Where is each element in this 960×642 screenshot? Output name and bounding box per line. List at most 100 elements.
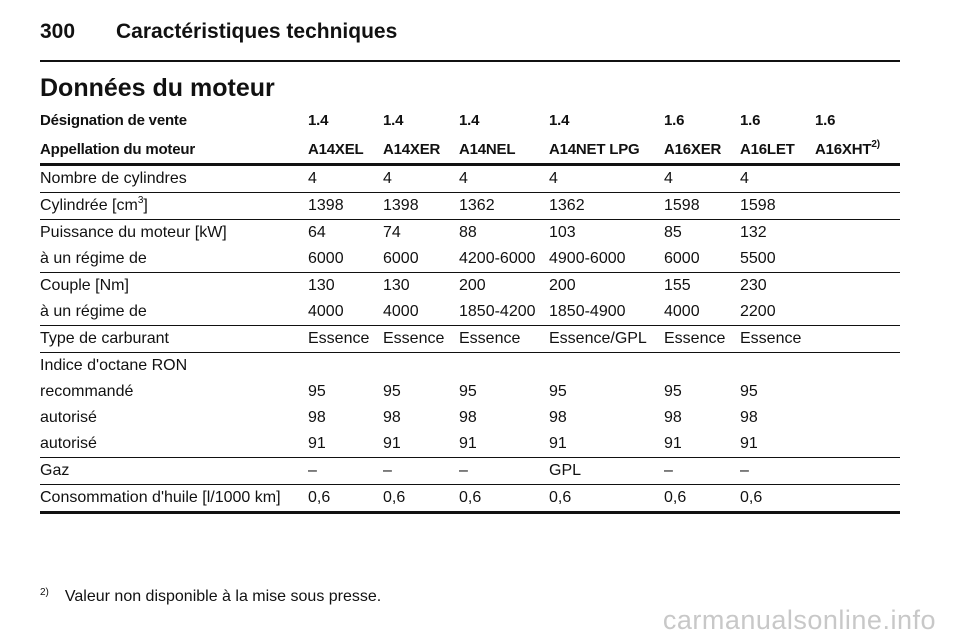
row-divider xyxy=(40,219,900,220)
table-cell: 0,6 xyxy=(549,489,572,506)
table-row: Type de carburant Essence Essence Essenc… xyxy=(40,326,900,352)
table-cell: 103 xyxy=(549,224,576,241)
table-cell: 98 xyxy=(740,409,758,426)
table-cell: 6000 xyxy=(664,250,700,267)
table-bottom-rule xyxy=(40,511,900,514)
table-cell: 98 xyxy=(664,409,682,426)
table-cell: 91 xyxy=(549,435,567,452)
row-divider xyxy=(40,325,900,326)
designation-cell: 1.4 xyxy=(308,112,329,129)
table-cell: 85 xyxy=(664,224,682,241)
table-cell: 1362 xyxy=(459,197,495,214)
engine-code-cell: A16LET xyxy=(740,141,795,158)
table-cell: Essence xyxy=(383,330,445,347)
table-cell: 6000 xyxy=(383,250,419,267)
table-cell: 4200-6000 xyxy=(459,250,536,267)
table-cell: 95 xyxy=(308,383,326,400)
engine-code-cell: A14NEL xyxy=(459,141,516,158)
table-cell: 130 xyxy=(308,277,335,294)
table-cell: – xyxy=(383,462,392,479)
table-cell: Essence xyxy=(308,330,370,347)
table-cell: 0,6 xyxy=(383,489,406,506)
row-divider xyxy=(40,272,900,273)
table-cell: 91 xyxy=(459,435,477,452)
superscript: 3 xyxy=(137,194,144,206)
table-cell: 1398 xyxy=(383,197,419,214)
engine-code-row: Appellation du moteur A14XEL A14XER A14N… xyxy=(40,137,900,163)
table-cell: 5500 xyxy=(740,250,776,267)
table-cell: 155 xyxy=(664,277,691,294)
footnote-mark: 2) xyxy=(40,587,49,598)
chapter-title: Caractéristiques techniques xyxy=(116,20,398,43)
table-cell: 4 xyxy=(383,170,392,187)
table-cell: 64 xyxy=(308,224,326,241)
table-row: Indice d'octane RON xyxy=(40,353,900,379)
table-cell: 0,6 xyxy=(308,489,331,506)
table-cell: 91 xyxy=(383,435,401,452)
table-cell: 1850-4900 xyxy=(549,303,626,320)
table-cell: 4 xyxy=(308,170,317,187)
designation-label: Désignation de vente xyxy=(40,112,187,129)
row-label: Cylindrée [cm3] xyxy=(40,193,148,219)
section-title: Données du moteur xyxy=(40,74,275,102)
label-text: Cylindrée [cm xyxy=(40,197,138,214)
table-cell: 4 xyxy=(549,170,558,187)
row-divider xyxy=(40,457,900,458)
engine-code-cell: A14XEL xyxy=(308,141,364,158)
row-divider xyxy=(40,484,900,485)
table-cell: 95 xyxy=(664,383,682,400)
table-cell: 1398 xyxy=(308,197,344,214)
table-cell: 1362 xyxy=(549,197,585,214)
table-cell: Essence/GPL xyxy=(549,330,647,347)
table-cell: 4000 xyxy=(383,303,419,320)
table-cell: 88 xyxy=(459,224,477,241)
table-cell: 95 xyxy=(459,383,477,400)
engine-data-table: Désignation de vente 1.4 1.4 1.4 1.4 1.6… xyxy=(40,108,900,514)
table-cell: 4 xyxy=(664,170,673,187)
table-cell: 95 xyxy=(383,383,401,400)
footnote-text: Valeur non disponible à la mise sous pre… xyxy=(64,588,382,605)
row-label: Puissance du moteur [kW] xyxy=(40,224,227,241)
table-row: Nombre de cylindres 4 4 4 4 4 4 xyxy=(40,166,900,192)
table-cell: Essence xyxy=(740,330,802,347)
label-text: ] xyxy=(143,197,148,214)
page-number: 300 xyxy=(40,20,76,43)
table-row: Couple [Nm] 130 130 200 200 155 230 xyxy=(40,273,900,299)
table-cell: Essence xyxy=(664,330,726,347)
table-cell: 98 xyxy=(383,409,401,426)
table-row: à un régime de 4000 4000 1850-4200 1850-… xyxy=(40,299,900,325)
designation-cell: 1.6 xyxy=(664,112,685,129)
table-cell: 1598 xyxy=(740,197,776,214)
designation-cell: 1.4 xyxy=(459,112,480,129)
designation-cell: 1.4 xyxy=(383,112,404,129)
row-divider xyxy=(40,352,900,353)
table-cell: 95 xyxy=(549,383,567,400)
table-cell: 0,6 xyxy=(740,489,763,506)
engine-code-label: Appellation du moteur xyxy=(40,141,195,158)
table-cell: Essence xyxy=(459,330,521,347)
row-label: à un régime de xyxy=(40,303,147,320)
table-cell: GPL xyxy=(549,462,582,479)
row-label: à un régime de xyxy=(40,250,147,267)
table-cell: 98 xyxy=(549,409,567,426)
table-cell: 6000 xyxy=(308,250,344,267)
table-header-rule xyxy=(40,163,900,166)
row-label: Indice d'octane RON xyxy=(40,357,188,374)
table-cell: 4000 xyxy=(308,303,344,320)
table-row: Puissance du moteur [kW] 64 74 88 103 85… xyxy=(40,220,900,246)
designation-cell: 1.4 xyxy=(549,112,570,129)
table-row: recommandé 95 95 95 95 95 95 xyxy=(40,379,900,405)
row-label: autorisé xyxy=(40,435,97,452)
table-cell: 4 xyxy=(459,170,468,187)
row-label: autorisé xyxy=(40,409,97,426)
table-cell: 200 xyxy=(459,277,486,294)
watermark: carmanualsonline.info xyxy=(662,605,936,635)
table-cell: 200 xyxy=(549,277,576,294)
row-label: Type de carburant xyxy=(40,330,169,347)
table-cell: 1598 xyxy=(664,197,700,214)
table-cell: 4000 xyxy=(664,303,700,320)
row-label: Nombre de cylindres xyxy=(40,170,187,187)
row-label: recommandé xyxy=(40,383,134,400)
table-cell: 91 xyxy=(664,435,682,452)
header-rule xyxy=(40,60,900,62)
